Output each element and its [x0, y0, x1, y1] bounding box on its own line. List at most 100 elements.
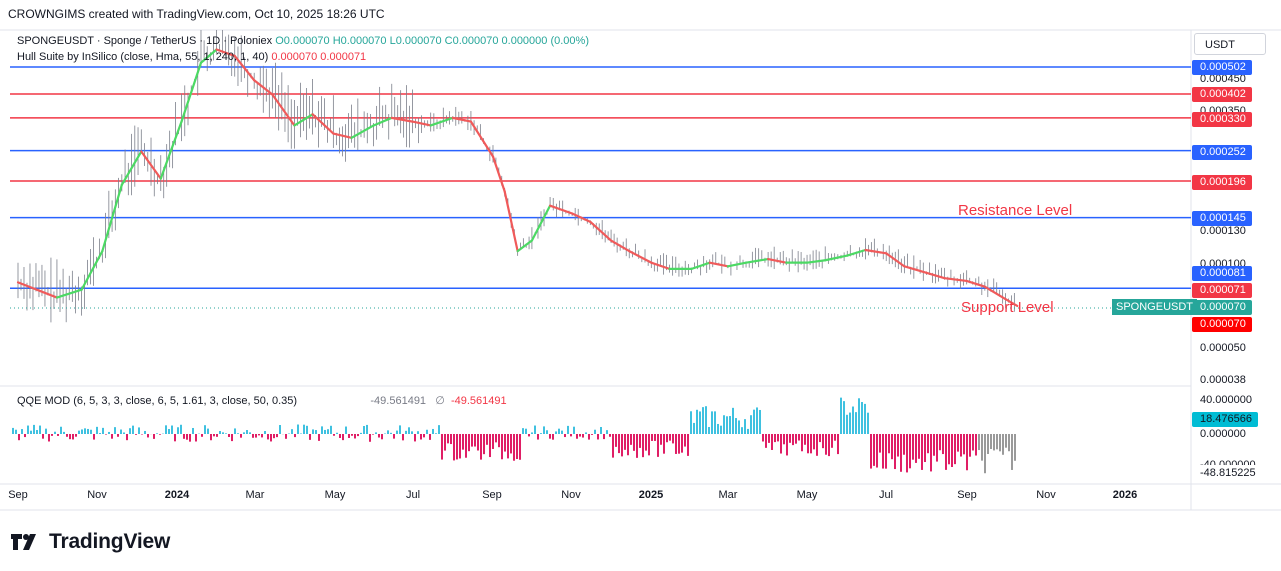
price-tag: 0.000330 [1192, 112, 1252, 127]
qqe-bar [540, 433, 542, 434]
qqe-bar [615, 434, 617, 447]
qqe-bar [894, 434, 896, 470]
hull-segment [965, 279, 986, 288]
symbol-legend[interactable]: SPONGEUSDT · Sponge / TetherUS · 1D · Po… [17, 35, 589, 47]
qqe-bar [741, 427, 743, 434]
qqe-bar [795, 434, 797, 444]
hull-label: Hull Suite by InSilico (close, Hma, 55, … [17, 51, 269, 63]
qqe-bar [33, 424, 35, 434]
hull-legend[interactable]: Hull Suite by InSilico (close, Hma, 55, … [17, 51, 366, 63]
x-label: May [324, 489, 346, 501]
hull-segment [609, 239, 631, 253]
qqe-bar [75, 434, 77, 437]
tradingview-logo[interactable]: TradingView [11, 530, 170, 554]
qqe-bar [957, 434, 959, 452]
qqe-bar [837, 434, 839, 455]
hull-segment [744, 257, 770, 264]
qqe-bar [513, 434, 515, 461]
qqe-bar [645, 434, 647, 451]
qqe-bar [390, 432, 392, 434]
qqe-bar [618, 434, 620, 454]
hull-segment [864, 248, 888, 255]
qqe-bar [417, 431, 419, 434]
qqe-bar [900, 434, 902, 472]
qqe-bar [876, 434, 878, 468]
hull-segment [271, 93, 296, 127]
qqe-bar [153, 434, 155, 439]
qqe-bar [702, 407, 704, 434]
qqe-bar [759, 409, 761, 434]
qqe-bar [510, 434, 512, 454]
qqe-bar [543, 426, 545, 434]
qqe-bar [126, 434, 128, 441]
qqe-bar [564, 434, 566, 438]
hull-segment [503, 190, 519, 253]
chart-caption: CROWNGIMS created with TradingView.com, … [8, 7, 385, 21]
qqe-bar [117, 434, 119, 437]
qqe-bar [42, 434, 44, 439]
qqe-bar [600, 426, 602, 434]
qqe-bar [870, 434, 872, 469]
qqe-bar [96, 426, 98, 434]
qqe-bar [252, 434, 254, 438]
qqe-bar [264, 431, 266, 434]
qqe-bar [561, 430, 563, 434]
qqe-bar [840, 397, 842, 434]
qqe-bar [318, 434, 320, 441]
qqe-bar [789, 434, 791, 443]
qqe-bar [906, 434, 908, 473]
qqe-bar [879, 434, 881, 453]
qqe-bar [216, 434, 218, 437]
qqe-bar [537, 434, 539, 440]
qqe-bar [456, 434, 458, 460]
hull-segment [180, 61, 203, 123]
qqe-bar [135, 434, 137, 435]
qqe-bar [315, 430, 317, 434]
qqe-bar [147, 434, 149, 438]
qqe-bar [531, 432, 533, 434]
qqe-bar [1008, 434, 1010, 452]
qqe-bar [882, 434, 884, 469]
qqe-bar [762, 434, 764, 442]
qqe-bar [54, 431, 56, 434]
qqe-bar [570, 434, 572, 437]
qqe-bar [339, 434, 341, 438]
qqe-bar [357, 434, 359, 437]
hull-segment [1004, 298, 1019, 308]
qqe-bar [240, 434, 242, 438]
qqe-legend[interactable]: QQE MOD (6, 5, 3, 3, close, 6, 5, 1.61, … [17, 394, 507, 407]
hull-segment [80, 250, 104, 291]
hull-segment [332, 132, 353, 139]
qqe-bar [624, 434, 626, 450]
qqe-bar [156, 433, 158, 434]
qqe-bar [765, 434, 767, 448]
qqe-bar [819, 434, 821, 443]
qqe-bar [321, 426, 323, 434]
qqe-bar [285, 434, 287, 439]
qqe-bar [633, 434, 635, 451]
qqe-bar [27, 425, 29, 434]
qqe-bar [183, 434, 185, 439]
qqe-bar [708, 427, 710, 434]
qqe-bar [186, 434, 188, 440]
qqe-bar [558, 428, 560, 434]
qqe-bar [180, 424, 182, 434]
qqe-bar [582, 434, 584, 438]
qqe-bar [165, 425, 167, 434]
qqe-bar [804, 434, 806, 445]
qqe-bar [852, 406, 854, 434]
qqe-bar [444, 434, 446, 451]
hull-segment [350, 124, 375, 139]
qqe-bar [744, 419, 746, 434]
qqe-bar [90, 429, 92, 434]
qqe-bar [738, 420, 740, 434]
hull-segment [140, 150, 162, 180]
currency-selector[interactable]: USDT [1194, 33, 1266, 55]
qqe-bar [411, 431, 413, 434]
qqe-bar [783, 434, 785, 445]
qqe-bar [420, 434, 422, 440]
qqe-value1: -49.561491 [370, 395, 427, 407]
qqe-bar [297, 424, 299, 434]
qqe-bar [963, 434, 965, 455]
